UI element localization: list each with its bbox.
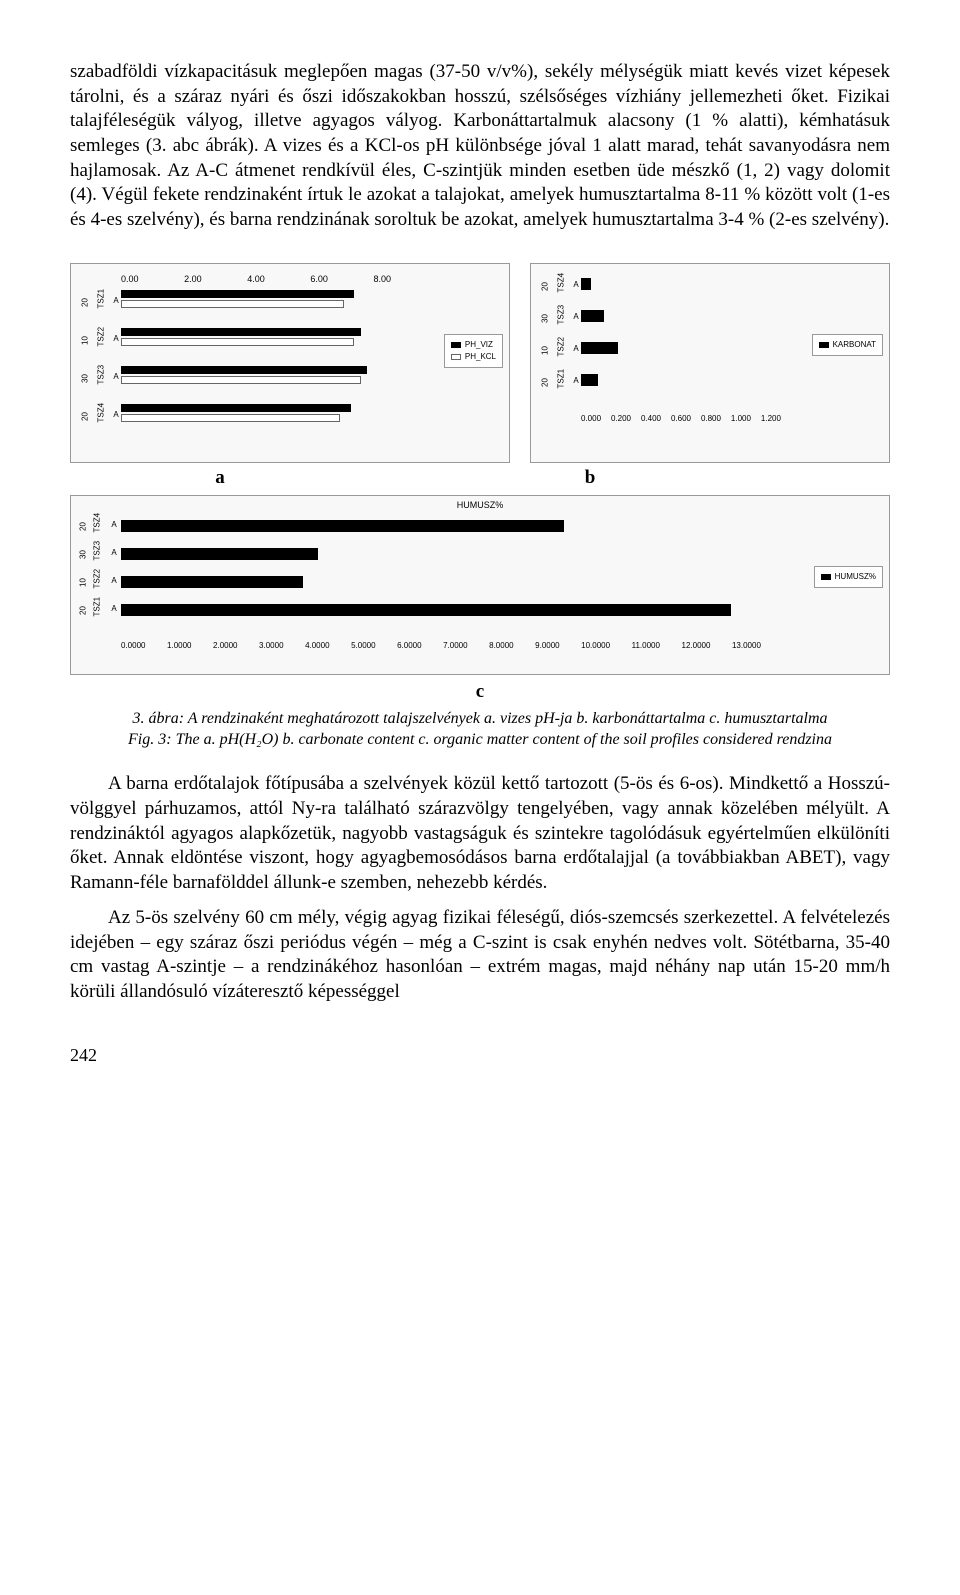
- c-label: c: [70, 681, 890, 703]
- figure-caption: 3. ábra: A rendzinaként meghatározott ta…: [70, 709, 890, 751]
- paragraph-2: A barna erdőtalajok főtípusába a szelvén…: [70, 772, 890, 895]
- chart-b: 20TSZ4A30TSZ3A10TSZ2A20TSZ1A 0.0000.2000…: [530, 263, 890, 463]
- chart-c-legend: HUMUSZ%: [814, 566, 883, 588]
- page-number: 242: [70, 1045, 890, 1066]
- chart-c: HUMUSZ% 20TSZ4A30TSZ3A10TSZ2A20TSZ1A 0.0…: [70, 495, 890, 675]
- ab-labels: a b: [70, 467, 890, 489]
- chart-b-xaxis: 0.0000.2000.4000.6000.8001.0001.200: [581, 414, 781, 423]
- charts-row-ab: 0.002.004.006.008.00 20TSZ1A10TSZ2A30TSZ…: [70, 263, 890, 463]
- chart-a-legend: PH_VIZ PH_KCL: [444, 334, 503, 368]
- chart-a: 0.002.004.006.008.00 20TSZ1A10TSZ2A30TSZ…: [70, 263, 510, 463]
- paragraph-3: Az 5-ös szelvény 60 cm mély, végig agyag…: [70, 906, 890, 1005]
- chart-a-xaxis: 0.002.004.006.008.00: [121, 274, 391, 284]
- paragraph-1: szabadföldi vízkapacitásuk meglepően mag…: [70, 60, 890, 233]
- chart-b-legend: KARBONAT: [812, 334, 883, 356]
- chart-c-xaxis: 0.00001.00002.00003.00004.00005.00006.00…: [121, 641, 761, 650]
- chart-c-title: HUMUSZ%: [457, 500, 504, 510]
